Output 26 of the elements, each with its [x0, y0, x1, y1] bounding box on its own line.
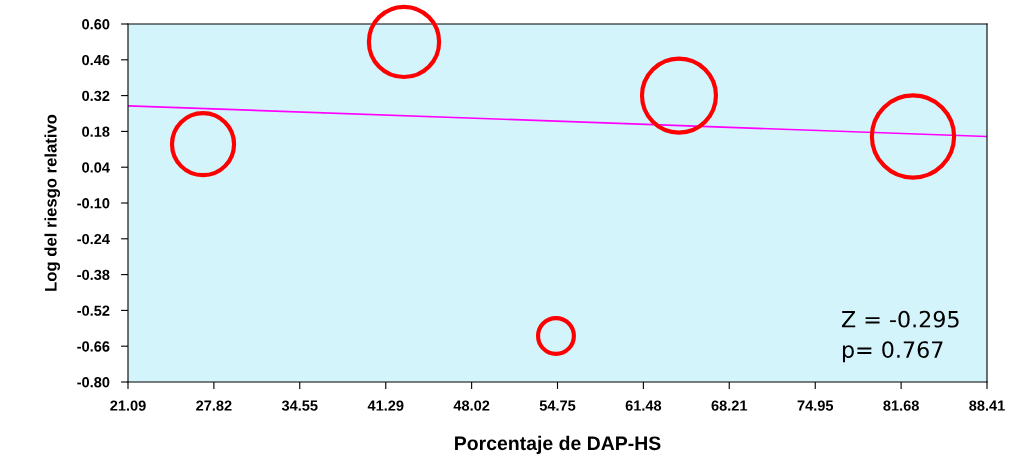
y-tick-label: -0.52: [77, 305, 110, 316]
y-tick-label: -0.80: [77, 377, 110, 388]
x-tick-label: 27.82: [196, 400, 232, 411]
y-tick-label: 0.18: [82, 126, 110, 137]
y-tick-label: 0.04: [82, 162, 110, 173]
y-tick-label: 0.46: [82, 54, 110, 66]
y-axis-title: Log del riesgo relativo: [44, 114, 61, 291]
annotation: p= 0.767: [842, 341, 943, 363]
y-tick-label: -0.38: [77, 269, 110, 281]
annotation: Z = -0.295: [841, 310, 959, 328]
y-tick-label: 0.60: [82, 19, 110, 30]
x-tick-label: 41.29: [367, 400, 404, 411]
x-tick-label: 21.09: [110, 400, 146, 411]
x-tick-label: 34.55: [281, 400, 318, 411]
y-tick-label: -0.66: [77, 341, 110, 352]
x-tick-label: 74.95: [797, 400, 834, 411]
x-tick-label: 68.21: [711, 400, 748, 411]
y-tick-label: 0.32: [82, 90, 110, 102]
x-tick-label: 61.48: [625, 400, 662, 411]
x-tick-label: 48.02: [453, 400, 490, 411]
x-tick-label: 54.75: [539, 400, 576, 411]
y-tick-label: -0.24: [77, 233, 110, 245]
y-tick-label: -0.10: [77, 198, 110, 209]
x-tick-label: 81.68: [883, 400, 919, 411]
x-axis-title: Porcentaje de DAP-HS: [455, 435, 661, 454]
x-tick-label: 88.41: [969, 400, 1005, 411]
